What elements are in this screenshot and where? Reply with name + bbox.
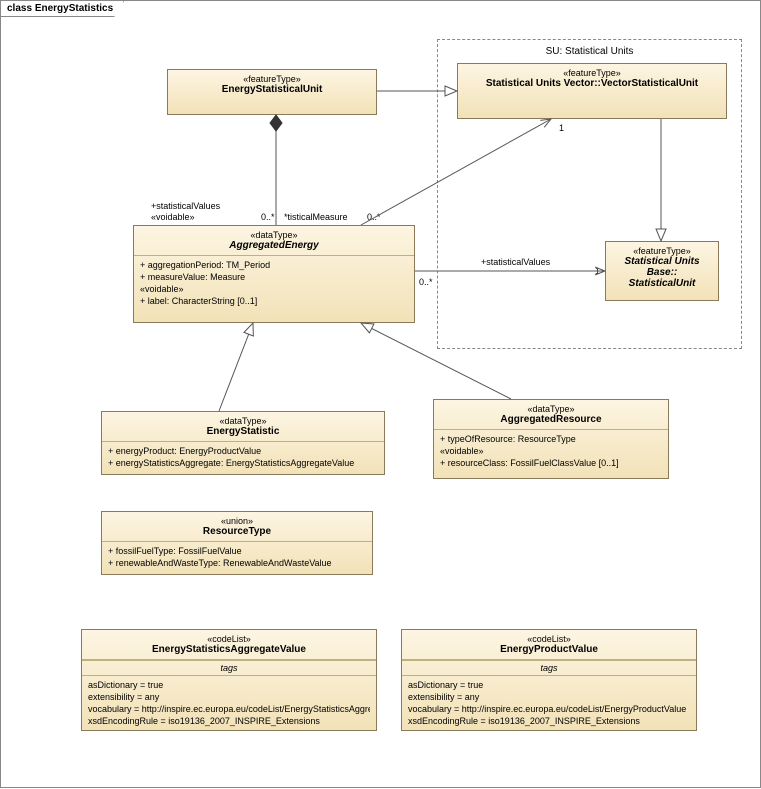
label-mult-0star2: 0..* <box>367 212 381 222</box>
stereotype: «featureType» <box>610 246 714 256</box>
stereotype: «dataType» <box>106 416 380 426</box>
attr: + fossilFuelType: FossilFuelValue <box>108 545 366 557</box>
stereotype: «union» <box>106 516 368 526</box>
stereotype: «codeList» <box>406 634 692 644</box>
class-aggregated-resource: «dataType» AggregatedResource + typeOfRe… <box>433 399 669 479</box>
attr: + energyStatisticsAggregate: EnergyStati… <box>108 457 378 469</box>
attr: + aggregationPeriod: TM_Period <box>140 259 408 271</box>
class-energy-statistic: «dataType» EnergyStatistic + energyProdu… <box>101 411 385 475</box>
stereotype: «featureType» <box>462 68 722 78</box>
attr: + energyProduct: EnergyProductValue <box>108 445 378 457</box>
stereotype: «dataType» <box>138 230 410 240</box>
attr: + resourceClass: FossilFuelClassValue [0… <box>440 457 662 469</box>
frame-name: EnergyStatistics <box>35 3 113 14</box>
stereotype: «featureType» <box>172 74 372 84</box>
tags-title: tags <box>402 660 696 676</box>
stereotype: «codeList» <box>86 634 372 644</box>
stereotype: «dataType» <box>438 404 664 414</box>
voidable-label: «voidable» <box>440 445 662 457</box>
class-resource-type: «union» ResourceType + fossilFuelType: F… <box>101 511 373 575</box>
label-statistical-measure: *tisticalMeasure <box>284 212 348 222</box>
tag: asDictionary = true <box>88 679 370 691</box>
tag: vocabulary = http://inspire.ec.europa.eu… <box>408 703 690 715</box>
tags-title: tags <box>82 660 376 676</box>
class-energy-statistical-unit: «featureType» EnergyStatisticalUnit <box>167 69 377 115</box>
attributes: + energyProduct: EnergyProductValue + en… <box>102 442 384 472</box>
tag: extensibility = any <box>408 691 690 703</box>
label-one-su: 1 <box>595 266 600 276</box>
class-name: AggregatedEnergy <box>138 240 410 251</box>
class-vector-statistical-unit: «featureType» Statistical Units Vector::… <box>457 63 727 119</box>
tag: vocabulary = http://inspire.ec.europa.eu… <box>88 703 370 715</box>
diagram-frame: class EnergyStatistics SU: Statistical U… <box>0 0 761 788</box>
tag: asDictionary = true <box>408 679 690 691</box>
attributes: + typeOfResource: ResourceType «voidable… <box>434 430 668 472</box>
frame-keyword: class <box>7 3 32 14</box>
label-one-vsu: 1 <box>559 123 564 133</box>
label-mult-0star3: 0..* <box>419 277 433 287</box>
class-energy-statistics-aggregate-value: «codeList» EnergyStatisticsAggregateValu… <box>81 629 377 731</box>
attr: + renewableAndWasteType: RenewableAndWas… <box>108 557 366 569</box>
class-name: AggregatedResource <box>438 414 664 425</box>
attributes: + aggregationPeriod: TM_Period + measure… <box>134 256 414 311</box>
class-name-line3: StatisticalUnit <box>610 278 714 289</box>
class-energy-product-value: «codeList» EnergyProductValue tags asDic… <box>401 629 697 731</box>
tags: asDictionary = true extensibility = any … <box>402 676 696 731</box>
class-name: EnergyStatisticalUnit <box>172 84 372 95</box>
attr: + label: CharacterString [0..1] <box>140 295 408 307</box>
group-label: SU: Statistical Units <box>438 46 741 57</box>
class-name: EnergyProductValue <box>406 644 692 655</box>
label-mult-0star: 0..* <box>261 212 275 222</box>
class-name-line1: Statistical Units <box>610 256 714 267</box>
attr: + measureValue: Measure <box>140 271 408 283</box>
label-statistical-values: +statisticalValues <box>151 201 220 211</box>
attr: + typeOfResource: ResourceType <box>440 433 662 445</box>
tag: extensibility = any <box>88 691 370 703</box>
label-voidable: «voidable» <box>151 212 195 222</box>
tag: xsdEncodingRule = iso19136_2007_INSPIRE_… <box>88 715 370 727</box>
frame-tab: class EnergyStatistics <box>1 1 124 17</box>
class-aggregated-energy: «dataType» AggregatedEnergy + aggregatio… <box>133 225 415 323</box>
label-statistical-values-2: +statisticalValues <box>481 257 550 267</box>
tag: xsdEncodingRule = iso19136_2007_INSPIRE_… <box>408 715 690 727</box>
class-name: ResourceType <box>106 526 368 537</box>
class-name: EnergyStatisticsAggregateValue <box>86 644 372 655</box>
class-statistical-unit: «featureType» Statistical Units Base:: S… <box>605 241 719 301</box>
class-name-line2: Base:: <box>610 267 714 278</box>
class-name: Statistical Units Vector::VectorStatisti… <box>462 78 722 89</box>
tags: asDictionary = true extensibility = any … <box>82 676 376 731</box>
attributes: + fossilFuelType: FossilFuelValue + rene… <box>102 542 372 572</box>
voidable-label: «voidable» <box>140 283 408 295</box>
class-name: EnergyStatistic <box>106 426 380 437</box>
